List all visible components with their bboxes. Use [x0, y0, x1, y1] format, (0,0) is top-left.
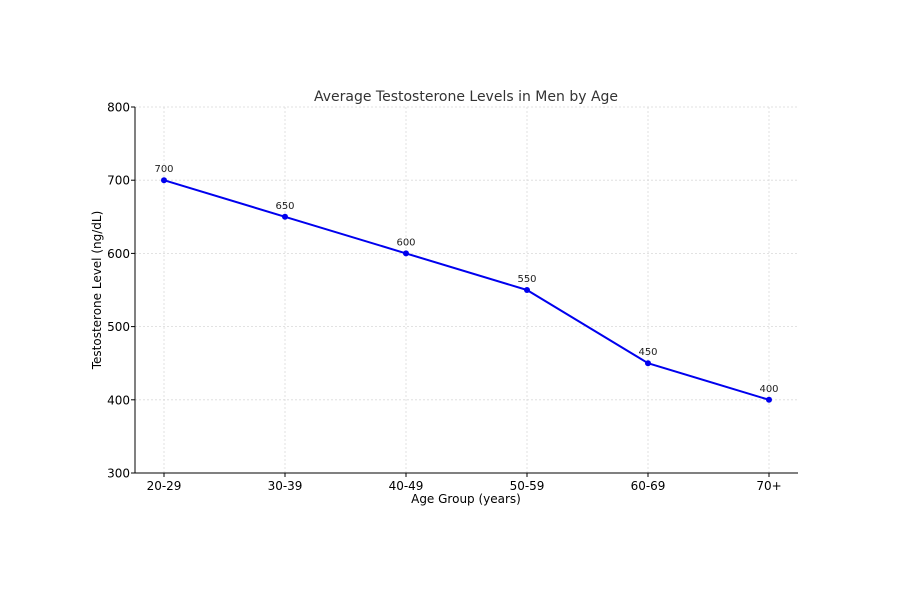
- x-axis-label: Age Group (years): [411, 492, 521, 506]
- data-label: 650: [275, 201, 294, 212]
- axes: [134, 107, 798, 474]
- y-tick-label: 700: [107, 174, 130, 188]
- data-label: 700: [154, 164, 173, 175]
- y-axis-label: Testosterone Level (ng/dL): [90, 211, 104, 371]
- series-line: [163, 179, 770, 401]
- y-tick-label: 300: [107, 467, 130, 481]
- data-label: 600: [396, 237, 415, 248]
- data-label: 400: [759, 384, 778, 395]
- y-tick-label: 400: [107, 393, 130, 407]
- y-tick-label: 500: [107, 320, 130, 334]
- chart-title: Average Testosterone Levels in Men by Ag…: [314, 89, 618, 105]
- x-tick-label: 30-39: [268, 479, 303, 493]
- grid: [135, 106, 798, 474]
- data-point: [282, 213, 288, 220]
- x-tick-label: 20-29: [147, 479, 182, 493]
- data-labels: 700 650 600 550 450 400: [154, 164, 778, 395]
- x-tick-label: 70+: [756, 479, 781, 493]
- x-tick-label: 40-49: [389, 479, 424, 493]
- data-label: 450: [638, 347, 657, 358]
- x-tick-label: 60-69: [631, 479, 666, 493]
- x-tick-label: 50-59: [510, 479, 545, 493]
- data-point: [524, 287, 530, 293]
- x-axis-ticks: 20-29 30-39 40-49 50-59 60-69 70+: [147, 473, 782, 493]
- data-point: [403, 250, 409, 257]
- data-point: [645, 360, 651, 367]
- y-tick-label: 600: [107, 247, 130, 261]
- data-point: [161, 177, 167, 184]
- y-axis-ticks: 300 400 500 600 700 800: [107, 101, 135, 481]
- y-tick-label: 800: [107, 101, 130, 115]
- data-point: [766, 396, 772, 403]
- data-label: 550: [517, 274, 536, 285]
- series-layer: [161, 177, 772, 403]
